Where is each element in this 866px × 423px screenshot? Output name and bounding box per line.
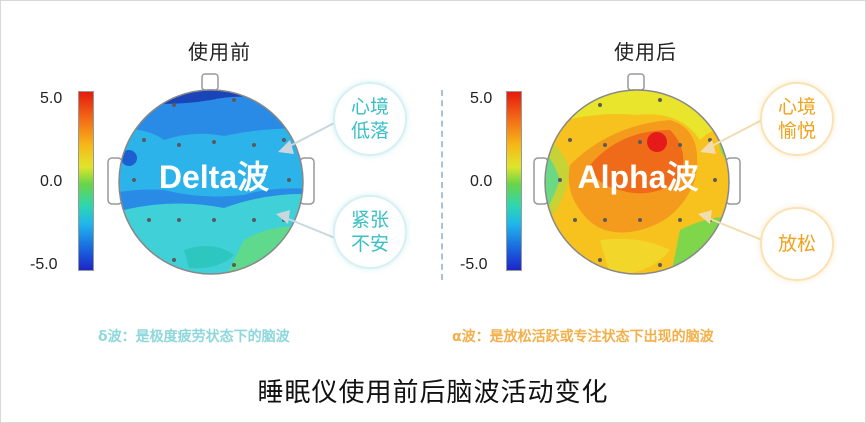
right-bubble-mood-happy: 心境 愉悦 bbox=[760, 82, 834, 156]
main-title: 睡眠仪使用前后脑波活动变化 bbox=[257, 378, 609, 408]
left-scale-min: -5.0 bbox=[30, 256, 58, 273]
left-pointers bbox=[276, 119, 341, 241]
panel-divider bbox=[441, 90, 443, 280]
right-pointers bbox=[698, 119, 763, 241]
left-wave-label: Delta波 bbox=[159, 159, 269, 195]
left-scale-max: 5.0 bbox=[40, 90, 63, 107]
left-scale-mid: 0.0 bbox=[40, 173, 63, 190]
left-bubble-mood-low: 心境 低落 bbox=[333, 82, 407, 156]
left-electrodes bbox=[132, 98, 291, 267]
right-caption: α波：是放松活跃或专注状态下出现的脑波 bbox=[452, 329, 714, 345]
left-brain-map: Delta波 bbox=[107, 73, 315, 275]
left-bubble-anxious: 紧张 不安 bbox=[333, 195, 407, 269]
right-colorbar bbox=[506, 91, 522, 271]
right-scale-mid: 0.0 bbox=[470, 173, 493, 190]
left-panel-title: 使用前 bbox=[188, 40, 251, 64]
right-scale-max: 5.0 bbox=[470, 90, 493, 107]
right-nose bbox=[627, 73, 645, 91]
right-panel-title: 使用后 bbox=[614, 40, 677, 64]
right-bubble-relaxed: 放松 bbox=[760, 207, 834, 281]
right-brain-map: Alpha波 bbox=[533, 73, 741, 275]
left-caption: δ波：是极度疲劳状态下的脑波 bbox=[98, 329, 290, 345]
left-colorbar bbox=[78, 91, 94, 271]
right-scale-min: -5.0 bbox=[460, 256, 488, 273]
right-wave-label: Alpha波 bbox=[578, 159, 699, 195]
left-nose bbox=[201, 73, 219, 91]
